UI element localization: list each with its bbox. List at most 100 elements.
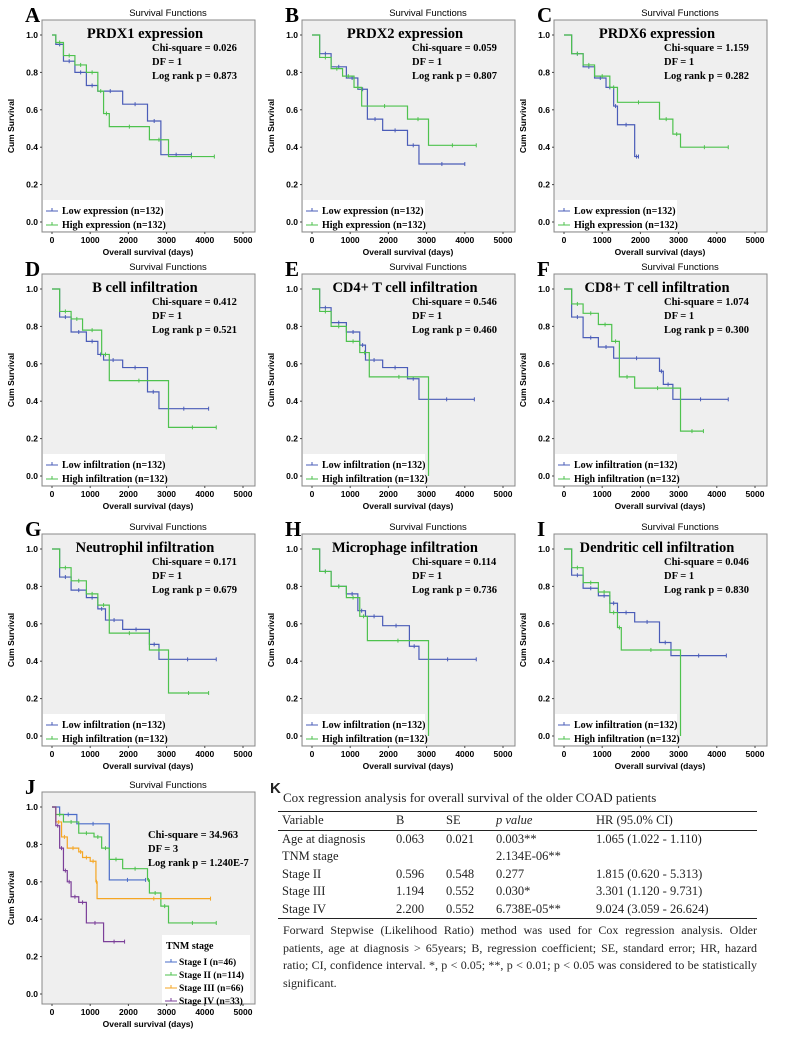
stat-line: DF = 1	[664, 571, 694, 582]
km-chart-j: J Survival Functions Chi-square = 34.963 DF…	[6, 775, 256, 1029]
legend-label: Low infiltration (n=132)	[574, 720, 677, 731]
legend-box	[43, 200, 165, 231]
km-chart-c: C Survival Functions PRDX6 expressionChi-s…	[518, 3, 768, 257]
y-tick-label: 0.2	[538, 694, 550, 704]
y-tick-label: 0.4	[538, 142, 550, 152]
table-cell: 3.301 (1.120 - 9.731)	[596, 884, 703, 899]
stat-line: Log rank p = 1.240E-7	[148, 858, 249, 869]
x-tick-label: 0	[310, 749, 315, 759]
chart-header: Survival Functions	[389, 8, 467, 19]
x-tick-label: 3000	[157, 749, 176, 759]
legend-box	[43, 714, 165, 745]
chart-header: Survival Functions	[129, 262, 207, 273]
table-cell: Stage III	[282, 884, 326, 899]
stat-line: Log rank p = 0.282	[664, 71, 749, 82]
survival-curve	[312, 288, 430, 476]
table-cell: 6.738E-05**	[496, 901, 561, 916]
x-tick-label: 2000	[119, 749, 138, 759]
chart-title: Dendritic cell infiltration	[580, 540, 735, 556]
km-chart-i: I Survival Functions Dendritic cell infilt…	[518, 517, 768, 771]
x-axis-title: Overall survival (days)	[615, 501, 706, 511]
y-tick-label: 0.4	[26, 656, 38, 666]
table-title: Cox regression analysis for overall surv…	[283, 790, 657, 805]
legend-label: High infiltration (n=132)	[322, 734, 428, 745]
stat-line: Log rank p = 0.300	[664, 325, 749, 336]
stat-line: Chi-square = 0.059	[412, 43, 497, 54]
plot-area	[553, 273, 768, 487]
y-tick-label: 0.4	[26, 396, 38, 406]
x-tick-label: 4000	[455, 235, 474, 245]
table-cell: Stage II	[282, 866, 322, 881]
table-cell: 0.003**	[496, 831, 537, 846]
legend-label: Low infiltration (n=132)	[62, 720, 165, 731]
x-tick-label: 5000	[494, 235, 513, 245]
x-tick-label: 1000	[81, 489, 100, 499]
legend-label: High infiltration (n=132)	[574, 734, 680, 745]
x-tick-label: 5000	[746, 489, 765, 499]
x-axis-title: Overall survival (days)	[103, 247, 194, 257]
y-tick-label: 0.0	[286, 471, 298, 481]
chart-title: PRDX2 expression	[347, 26, 463, 42]
x-tick-label: 1000	[341, 489, 360, 499]
stat-line: Chi-square = 0.026	[152, 43, 237, 54]
chart-title: PRDX6 expression	[599, 26, 715, 42]
y-tick-label: 0.0	[538, 471, 550, 481]
x-tick-label: 2000	[119, 235, 138, 245]
stat-line: Chi-square = 0.546	[412, 297, 497, 308]
y-tick-label: 0.2	[538, 180, 550, 190]
legend-label: Low infiltration (n=132)	[322, 460, 425, 471]
stat-line: Chi-square = 1.074	[664, 297, 750, 308]
panel-letter: D	[25, 257, 40, 281]
x-tick-label: 4000	[455, 489, 474, 499]
stat-line: Log rank p = 0.679	[152, 585, 237, 596]
y-tick-label: 0.0	[26, 471, 38, 481]
x-tick-label: 3000	[157, 235, 176, 245]
y-tick-label: 0.8	[538, 321, 550, 331]
x-tick-label: 5000	[234, 749, 253, 759]
y-axis-title: Cum Survival	[6, 99, 16, 153]
chart-header: Survival Functions	[389, 522, 467, 533]
table-cell: Age at diagnosis	[282, 831, 366, 846]
y-axis-title: Cum Survival	[266, 613, 276, 667]
y-tick-label: 1.0	[286, 284, 298, 294]
stat-line: Log rank p = 0.521	[152, 325, 237, 336]
x-tick-label: 0	[310, 235, 315, 245]
x-tick-label: 2000	[119, 489, 138, 499]
table-cell: 1.194	[396, 884, 425, 899]
x-tick-label: 4000	[707, 749, 726, 759]
stat-line: Log rank p = 0.460	[412, 325, 497, 336]
stat-line: DF = 1	[412, 57, 442, 68]
survival-curve	[52, 34, 215, 158]
table-row: TNM stage 2.134E-06**	[278, 848, 757, 866]
y-tick-label: 0.6	[538, 105, 550, 115]
y-tick-label: 0.8	[26, 67, 38, 77]
x-tick-label: 2000	[631, 489, 650, 499]
y-tick-label: 0.8	[538, 67, 550, 77]
y-tick-label: 0.4	[286, 142, 298, 152]
stat-line: Chi-square = 0.046	[664, 557, 749, 568]
chart-header: Survival Functions	[641, 8, 719, 19]
x-tick-label: 3000	[157, 489, 176, 499]
x-tick-label: 3000	[669, 235, 688, 245]
y-tick-label: 0.2	[538, 434, 550, 444]
y-tick-label: 0.2	[26, 180, 38, 190]
x-tick-label: 0	[50, 235, 55, 245]
legend-label: Low infiltration (n=132)	[322, 720, 425, 731]
x-tick-label: 4000	[195, 749, 214, 759]
y-tick-label: 0.4	[26, 914, 38, 924]
y-tick-label: 1.0	[26, 544, 38, 554]
x-tick-label: 0	[50, 1007, 55, 1017]
legend-box	[303, 454, 425, 485]
y-tick-label: 1.0	[26, 284, 38, 294]
panel-letter: B	[285, 3, 299, 27]
y-tick-label: 1.0	[26, 30, 38, 40]
y-tick-label: 0.6	[538, 359, 550, 369]
chart-header: Survival Functions	[641, 262, 719, 273]
stat-line: Log rank p = 0.830	[664, 585, 749, 596]
x-axis-title: Overall survival (days)	[103, 501, 194, 511]
table-row: Age at diagnosis 0.063 0.021 0.003** 1.065 (…	[278, 830, 757, 848]
y-tick-label: 1.0	[286, 30, 298, 40]
x-tick-label: 5000	[234, 1007, 253, 1017]
col-b: B	[396, 813, 405, 828]
cox-regression-table: Variable B SE p value HR (95.0% CI) Age …	[278, 811, 757, 919]
